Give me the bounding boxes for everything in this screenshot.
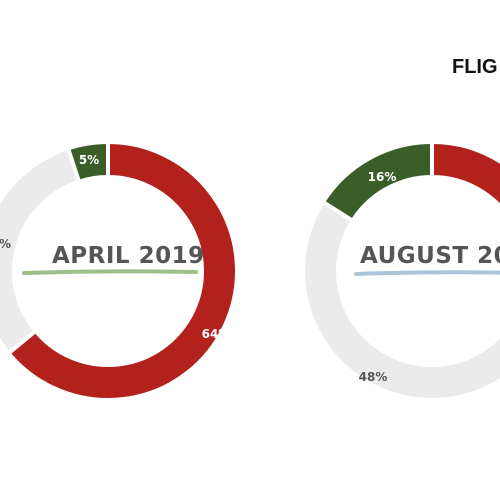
donut-1-slice-2-label: 16% (368, 170, 397, 184)
donut-1-slice-2 (320, 139, 434, 224)
donut-group: 64%% 5% APRIL 2019 48% 16% AUGUST 201 (0, 139, 500, 402)
donut-1-center-underline (354, 270, 500, 276)
donut-0-center-underline (22, 269, 198, 275)
donut-0-slice-0-label: 64% (202, 327, 231, 341)
donut-1-slice-0 (430, 139, 500, 210)
donut-1-slice-1-label: 48% (359, 370, 388, 384)
donut-1-center-label: AUGUST 201 (360, 243, 500, 269)
donut-0-slice-0 (5, 139, 239, 402)
donut-0-slice-2 (65, 139, 110, 185)
donut-1-slice-1 (301, 199, 500, 402)
donut-0-center-label: APRIL 2019 (52, 243, 205, 269)
donut-0-slice-2-label: 5% (79, 153, 99, 167)
chart-title: FLIG (452, 56, 498, 78)
donut-0-slice-1-label: % (0, 237, 11, 251)
